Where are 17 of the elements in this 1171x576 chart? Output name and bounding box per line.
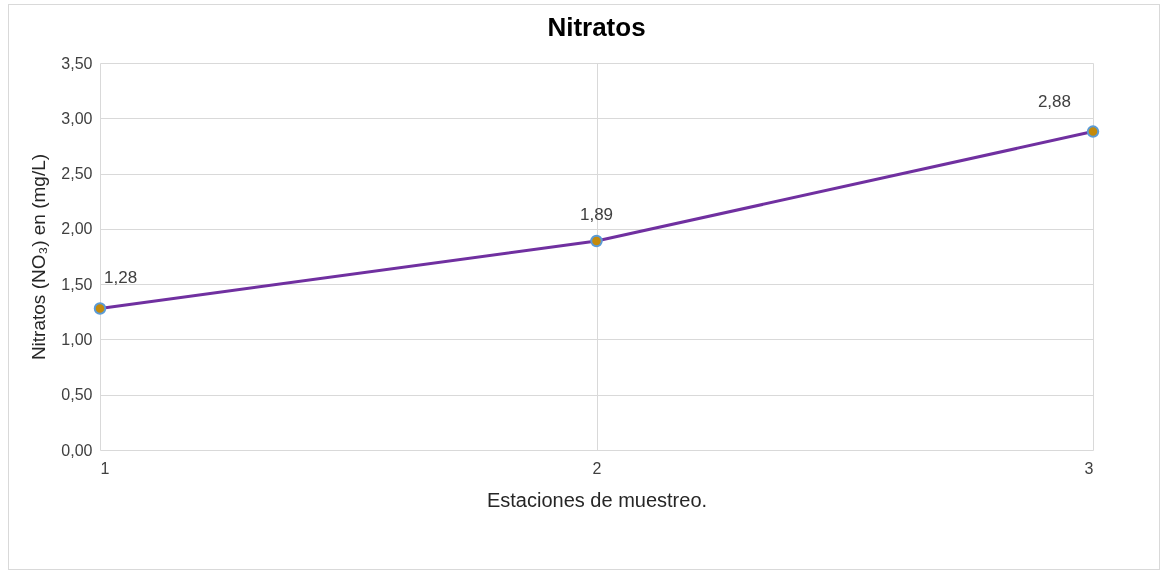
data-label: 1,89 [579,205,614,225]
y-tick-label: 1,00 [61,330,93,348]
data-label: 1,28 [104,268,138,288]
y-tick-label: 1,50 [61,275,93,293]
y-tick-label: 3,50 [61,54,93,72]
y-tick-label: 2,50 [61,165,93,183]
y-tick-label: 0,50 [61,386,93,404]
chart-title: Nitratos [547,12,646,42]
y-tick-label: 2,00 [61,220,93,238]
y-tick-label: 3,00 [61,109,93,127]
x-axis-title: Estaciones de muestreo. [486,488,708,511]
x-tick-label: 1 [100,459,110,477]
data-label: 2,88 [1037,91,1071,111]
y-axis-title: Nitratos (NO₃) en (mg/L) [28,153,50,361]
x-tick-label: 2 [592,459,602,477]
x-tick-label: 3 [1084,459,1094,477]
y-tick-label: 0,00 [61,441,93,459]
